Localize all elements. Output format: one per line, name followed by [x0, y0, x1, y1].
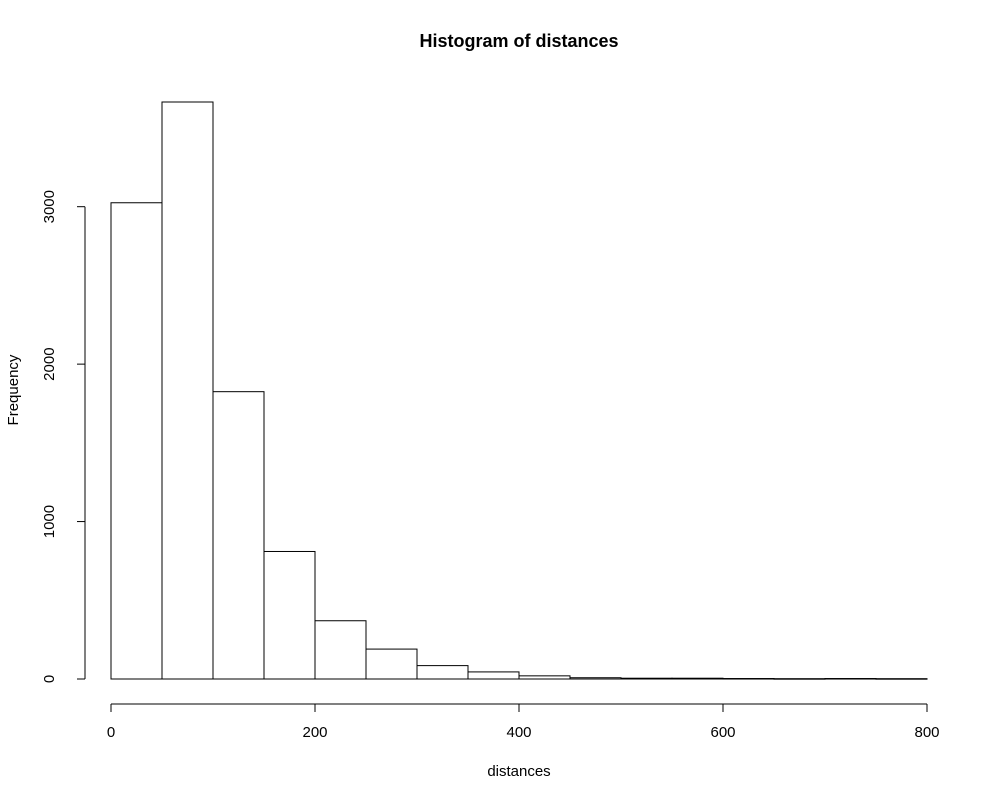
histogram-bar	[365, 648, 418, 680]
histogram-bar	[110, 202, 163, 680]
y-tick-label: 1000	[41, 505, 58, 538]
y-tick-label: 0	[41, 675, 58, 683]
histogram-bar	[263, 550, 316, 680]
x-axis: 0 200 400 600 800	[107, 703, 940, 741]
histogram-bar	[314, 620, 367, 680]
histogram-bar	[518, 675, 571, 680]
histogram-bar	[671, 677, 724, 680]
histogram-bar	[875, 678, 928, 680]
histogram-bar	[161, 101, 214, 680]
histogram-bar	[569, 677, 622, 680]
histogram-bar	[620, 677, 673, 680]
y-axis: 0 1000 2000 3000	[41, 190, 86, 683]
histogram-bar	[773, 678, 826, 680]
x-tick-label: 800	[914, 724, 939, 741]
y-tick-label: 2000	[41, 347, 58, 380]
histogram-bar	[722, 678, 775, 680]
y-tick-label: 3000	[41, 190, 58, 223]
x-axis-label: distances	[487, 763, 550, 780]
histogram-bar	[467, 671, 520, 680]
x-tick-label: 400	[506, 724, 531, 741]
histogram-bar	[416, 665, 469, 680]
chart-title: Histogram of distances	[419, 31, 618, 51]
y-axis-label: Frequency	[5, 354, 22, 425]
bars-group	[110, 101, 928, 680]
x-tick-label: 600	[710, 724, 735, 741]
histogram-bar	[824, 678, 877, 680]
x-tick-label: 200	[302, 724, 327, 741]
x-tick-label: 0	[107, 724, 115, 741]
histogram-bar	[212, 391, 265, 680]
